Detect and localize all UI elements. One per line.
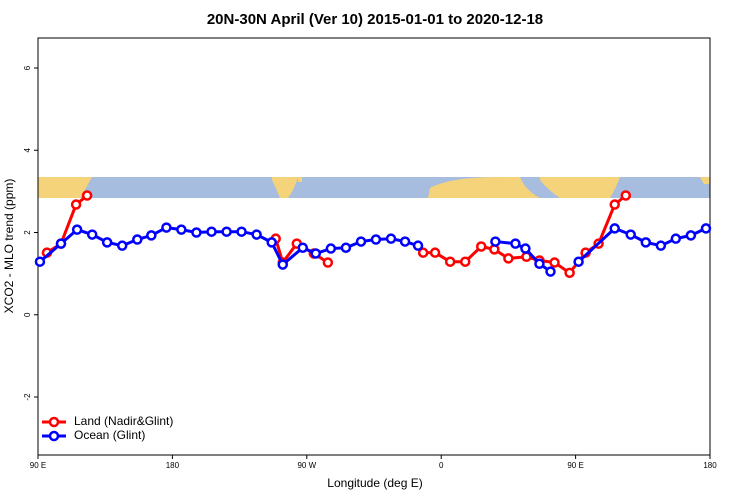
plot-frame xyxy=(37,37,711,456)
data-point xyxy=(670,233,682,244)
data-point xyxy=(116,240,128,251)
data-point xyxy=(355,236,367,247)
x-tick-label: 180 xyxy=(703,461,717,470)
data-point xyxy=(191,227,202,238)
data-point xyxy=(520,243,531,254)
data-point xyxy=(266,237,277,248)
data-point xyxy=(620,190,632,201)
y-tick-label: 2 xyxy=(23,230,32,235)
data-point xyxy=(161,222,172,233)
data-point xyxy=(236,226,247,237)
data-point xyxy=(429,247,441,258)
data-point xyxy=(609,223,620,234)
data-point xyxy=(625,229,636,240)
x-axis-label: Longitude (deg E) xyxy=(327,476,422,490)
data-point xyxy=(297,242,309,253)
data-point xyxy=(55,238,67,249)
data-point xyxy=(340,242,352,253)
data-point xyxy=(534,258,545,270)
data-point xyxy=(399,236,411,247)
data-point xyxy=(685,230,697,241)
y-tick-label: 4 xyxy=(23,147,32,152)
data-point xyxy=(101,237,113,248)
legend-marker xyxy=(48,416,60,428)
data-point xyxy=(176,224,187,235)
x-tick-label: 90 W xyxy=(297,461,316,470)
data-point xyxy=(132,234,143,245)
data-point xyxy=(206,226,217,237)
data-point xyxy=(640,237,652,248)
data-point xyxy=(322,257,334,268)
data-point xyxy=(146,230,157,241)
data-point xyxy=(385,233,397,244)
data-point xyxy=(475,241,487,252)
data-point xyxy=(545,266,556,277)
data-point xyxy=(71,224,83,235)
data-point xyxy=(86,229,98,240)
data-point xyxy=(609,199,620,210)
data-point xyxy=(81,190,93,201)
data-point xyxy=(700,223,712,234)
data-point xyxy=(412,240,424,251)
x-tick-label: 180 xyxy=(166,461,180,470)
y-tick-label: 0 xyxy=(23,312,32,317)
legend-label: Land (Nadir&Glint) xyxy=(74,414,173,428)
data-point xyxy=(655,240,667,251)
map-band xyxy=(38,177,710,198)
data-point xyxy=(70,199,82,210)
y-tick-label: -2 xyxy=(23,393,32,401)
data-point xyxy=(34,256,46,267)
data-point xyxy=(510,238,521,249)
legend-label: Ocean (Glint) xyxy=(74,428,145,442)
x-tick-label: 90 E xyxy=(30,461,46,470)
x-tick-label: 90 E xyxy=(567,461,583,470)
data-point xyxy=(370,234,382,245)
data-point xyxy=(221,226,232,237)
data-point xyxy=(325,243,337,254)
data-point xyxy=(573,256,584,267)
data-point xyxy=(277,259,289,270)
data-point xyxy=(251,229,262,240)
data-point xyxy=(490,236,501,247)
data-point xyxy=(310,248,322,259)
legend-marker xyxy=(48,430,60,442)
x-tick-label: 0 xyxy=(439,461,444,470)
data-point xyxy=(549,257,560,268)
data-point xyxy=(417,247,429,258)
data-point xyxy=(459,256,471,267)
data-point xyxy=(444,256,456,267)
data-point xyxy=(503,253,514,264)
y-tick-label: 6 xyxy=(23,65,32,70)
data-point xyxy=(564,267,575,279)
y-axis-label: XCO2 - MLO trend (ppm) xyxy=(2,179,16,314)
chart-title: 20N-30N April (Ver 10) 2015-01-01 to 202… xyxy=(207,11,543,28)
